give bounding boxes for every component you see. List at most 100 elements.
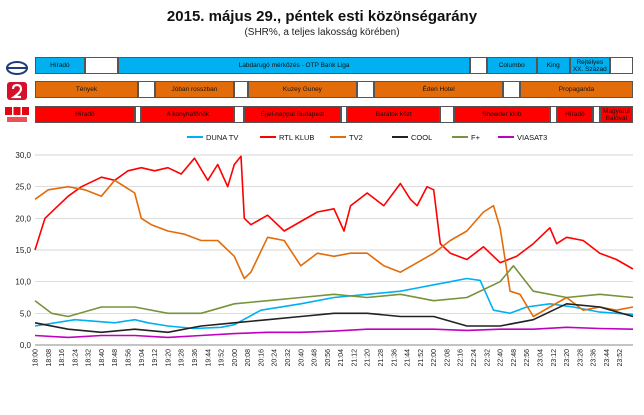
y-tick-label: 5,0: [20, 309, 32, 318]
program-segment: Híradó: [556, 106, 594, 123]
x-tick-label: 20:00: [232, 349, 239, 367]
legend-label: VIASAT3: [517, 133, 547, 142]
x-tick-label: 23:20: [564, 349, 571, 367]
x-tick-label: 19:52: [219, 349, 226, 367]
program-segment: [593, 106, 600, 123]
x-tick-label: 21:36: [391, 349, 398, 367]
legend-label: F+: [471, 133, 481, 142]
x-tick-label: 23:36: [591, 349, 598, 367]
x-tick-label: 20:32: [285, 349, 292, 367]
program-segment: [137, 81, 155, 98]
program-segment: Éden Hotel: [373, 81, 504, 98]
x-tick-label: 22:24: [471, 349, 478, 367]
x-tick-label: 19:28: [179, 349, 186, 367]
x-tick-label: 18:16: [59, 349, 66, 367]
x-tick-label: 19:04: [139, 349, 146, 367]
program-segment: [234, 106, 245, 123]
program-segment: [357, 81, 374, 98]
series-line: [34, 277, 634, 330]
x-tick-label: 21:20: [365, 349, 372, 367]
m1-schedule-row: Híradó Labdarugó mérkőzés - OTP Bank Liga…: [35, 57, 633, 74]
x-tick-label: 20:24: [272, 349, 279, 367]
x-tick-label: 22:16: [458, 349, 465, 367]
x-tick-label: 19:36: [192, 349, 199, 367]
rtl-klub-logo-icon: [4, 105, 30, 125]
x-tick-label: 22:48: [511, 349, 518, 367]
y-tick-label: 30,0: [15, 151, 31, 160]
program-segment: [609, 57, 633, 74]
program-segment: Éjjel-nappal Budapest: [244, 106, 341, 123]
y-tick-label: 10,0: [15, 278, 31, 287]
x-tick-label: 18:40: [99, 349, 106, 367]
program-segment: [470, 57, 487, 74]
series-line: [34, 326, 634, 339]
m1-logo-icon: [4, 58, 30, 78]
program-segment: [440, 106, 454, 123]
tv2-logo-icon: [4, 81, 30, 101]
share-line-chart: 0,0 5,0 10,0 15,0 20,0 25,0 30,0 18:00 18:08 18:…: [15, 133, 634, 367]
x-tick-label: 23:28: [577, 349, 584, 367]
x-tick-label: 18:24: [72, 349, 79, 367]
legend-label: RTL KLUB: [279, 133, 314, 142]
x-tick-label: 21:12: [351, 349, 358, 367]
x-tick-label: 20:16: [258, 349, 265, 367]
program-segment: Propaganda: [520, 81, 633, 98]
series-line: [34, 179, 634, 318]
program-segment: Híradó: [35, 106, 135, 123]
rtl-schedule-row: Híradó A konyhafőnök Éjjel-nappal Budapest…: [35, 106, 633, 123]
y-tick-label: 0,0: [20, 341, 32, 350]
x-tick-label: 19:12: [152, 349, 159, 367]
program-segment: Columbo: [486, 57, 537, 74]
x-tick-label: 21:04: [338, 349, 345, 367]
legend-label: COOL: [411, 133, 432, 142]
program-segment: [234, 81, 248, 98]
x-tick-label: 20:08: [245, 349, 252, 367]
y-tick-label: 15,0: [15, 246, 31, 255]
program-segment: Magyarul Balóval: [599, 106, 633, 123]
legend-label: TV2: [349, 133, 363, 142]
program-segment: [340, 106, 348, 123]
x-tick-label: 18:00: [33, 349, 40, 367]
x-tick-label: 23:52: [617, 349, 624, 367]
y-tick-label: 20,0: [15, 214, 31, 223]
x-tick-label: 22:00: [431, 349, 438, 367]
program-segment: [549, 106, 557, 123]
program-segment: Híradó: [35, 57, 85, 74]
x-tick-label: 21:28: [378, 349, 385, 367]
program-segment: Kuzey Guney: [247, 81, 358, 98]
series-line: [34, 303, 634, 334]
x-tick-label: 22:40: [498, 349, 505, 367]
x-tick-label: 20:40: [298, 349, 305, 367]
x-tick-label: 22:08: [444, 349, 451, 367]
tv2-schedule-row: Tények Jóban rosszban Kuzey Guney Éden Hote…: [35, 81, 633, 98]
x-tick-label: 23:44: [604, 349, 611, 367]
program-segment: Labdarugó mérkőzés - OTP Bank Liga: [118, 57, 471, 74]
program-segment: Tények: [35, 81, 138, 98]
x-tick-label: 21:52: [418, 349, 425, 367]
x-tick-label: 22:56: [524, 349, 531, 367]
program-segment: King: [536, 57, 570, 74]
program-segment: [503, 81, 521, 98]
series-line: [34, 265, 634, 318]
chart-subtitle: (SHR%, a teljes lakosság körében): [244, 27, 400, 38]
x-tick-label: 18:32: [86, 349, 93, 367]
x-tick-label: 19:44: [205, 349, 212, 367]
x-tick-label: 23:12: [551, 349, 558, 367]
x-tick-label: 20:48: [312, 349, 319, 367]
program-segment: Jóban rosszban: [154, 81, 235, 98]
program-segment: Rejtélyes XX. Század: [569, 57, 610, 74]
x-tick-label: 22:32: [484, 349, 491, 367]
x-tick-label: 21:44: [405, 349, 412, 367]
chart-title: 2015. május 29., péntek esti közönségará…: [166, 8, 478, 25]
program-segment: Showder klub: [453, 106, 550, 123]
program-segment: Barátok közt: [347, 106, 441, 123]
program-segment: [134, 106, 142, 123]
x-tick-label: 19:20: [165, 349, 172, 367]
program-segment: A konyhafőnök: [141, 106, 235, 123]
y-tick-label: 25,0: [15, 183, 31, 192]
x-tick-label: 20:56: [325, 349, 332, 367]
x-tick-label: 23:04: [537, 349, 544, 367]
legend-label: DUNA TV: [206, 133, 238, 142]
x-tick-label: 18:56: [126, 349, 133, 367]
series-line: [34, 155, 634, 270]
